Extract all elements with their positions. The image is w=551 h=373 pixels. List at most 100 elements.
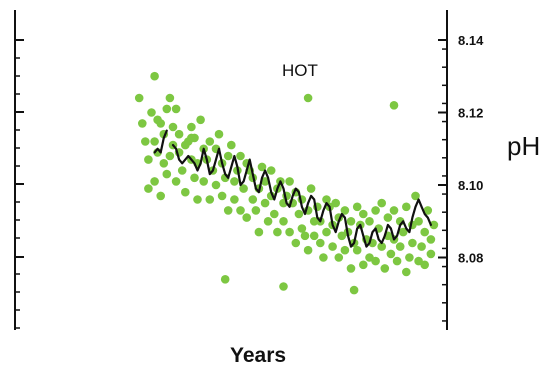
scatter-points <box>134 71 439 295</box>
data-point <box>162 169 172 179</box>
data-point <box>138 119 147 128</box>
data-point <box>150 177 159 186</box>
data-point <box>426 249 436 259</box>
data-point <box>134 93 144 103</box>
data-point <box>309 231 319 241</box>
data-point <box>340 206 350 215</box>
series-line <box>153 129 168 154</box>
data-point <box>187 133 196 143</box>
data-point <box>346 217 356 226</box>
data-point <box>319 253 328 262</box>
data-point <box>156 119 165 128</box>
y-tick-label: 8.14 <box>458 33 484 48</box>
data-point <box>199 177 208 186</box>
data-point <box>371 206 380 215</box>
data-point <box>242 213 251 222</box>
data-point <box>205 195 215 204</box>
data-point <box>263 217 273 226</box>
annotation-label: HOT <box>282 61 318 80</box>
data-point <box>236 151 245 161</box>
data-point <box>260 177 270 186</box>
data-point <box>334 253 344 262</box>
data-point <box>144 155 153 164</box>
data-point <box>386 249 396 259</box>
data-point <box>306 184 316 193</box>
data-point <box>303 93 313 103</box>
data-point <box>144 184 153 193</box>
data-point <box>346 264 356 273</box>
data-point <box>236 206 245 215</box>
data-point <box>150 71 159 81</box>
data-point <box>402 202 411 212</box>
data-point <box>248 195 258 204</box>
data-point <box>279 217 288 226</box>
axes <box>14 10 448 330</box>
y-axis-label: pH <box>507 131 540 161</box>
data-point <box>177 166 187 175</box>
data-point <box>165 93 175 103</box>
data-point <box>260 198 270 208</box>
data-point <box>266 166 276 175</box>
data-point <box>322 227 331 237</box>
data-point <box>322 195 331 204</box>
data-point <box>340 245 350 255</box>
data-point <box>270 209 279 219</box>
data-point <box>405 253 414 262</box>
data-point <box>316 238 325 248</box>
x-axis-label: Years <box>230 344 286 367</box>
data-point <box>193 195 202 204</box>
data-point <box>395 242 405 251</box>
data-point <box>223 151 233 161</box>
data-point <box>349 285 359 295</box>
data-point <box>165 151 175 161</box>
data-point <box>294 209 304 219</box>
data-point <box>285 227 294 237</box>
data-point <box>420 227 430 237</box>
y-tick-label: 8.12 <box>458 106 483 121</box>
data-point <box>328 242 337 251</box>
data-point <box>190 173 199 183</box>
data-point <box>417 242 426 251</box>
data-point <box>220 275 230 284</box>
data-point <box>227 140 236 150</box>
data-point <box>359 260 368 270</box>
data-point <box>187 122 196 132</box>
data-point <box>380 264 390 273</box>
data-point <box>196 115 205 125</box>
data-point <box>359 209 368 219</box>
data-point <box>383 213 393 222</box>
data-point <box>174 129 184 139</box>
data-point <box>257 162 267 172</box>
data-point <box>352 202 362 212</box>
data-point <box>223 206 233 215</box>
data-point <box>171 177 181 186</box>
data-point <box>156 191 165 201</box>
data-point <box>217 191 227 201</box>
data-point <box>230 177 239 186</box>
chart-text: HOT pH Years 8.08 8.10 8.12 8.14 <box>230 33 540 367</box>
data-point <box>337 231 347 241</box>
data-point <box>211 180 221 190</box>
data-point <box>300 231 310 241</box>
data-point <box>291 238 301 248</box>
data-point <box>162 104 172 114</box>
data-point <box>303 245 313 255</box>
data-point <box>254 227 264 237</box>
data-point <box>331 198 341 208</box>
data-point <box>411 191 420 201</box>
data-point <box>285 177 294 186</box>
data-point <box>273 227 282 237</box>
data-point <box>423 206 433 215</box>
data-point <box>371 256 380 266</box>
data-point <box>377 242 387 251</box>
y-tick-label: 8.10 <box>458 178 483 193</box>
data-point <box>352 245 362 255</box>
data-point <box>408 238 417 248</box>
data-point <box>297 224 307 233</box>
data-point <box>147 108 156 117</box>
data-point <box>141 137 150 146</box>
data-point <box>239 184 248 193</box>
data-point <box>398 227 408 237</box>
data-point <box>168 122 178 132</box>
